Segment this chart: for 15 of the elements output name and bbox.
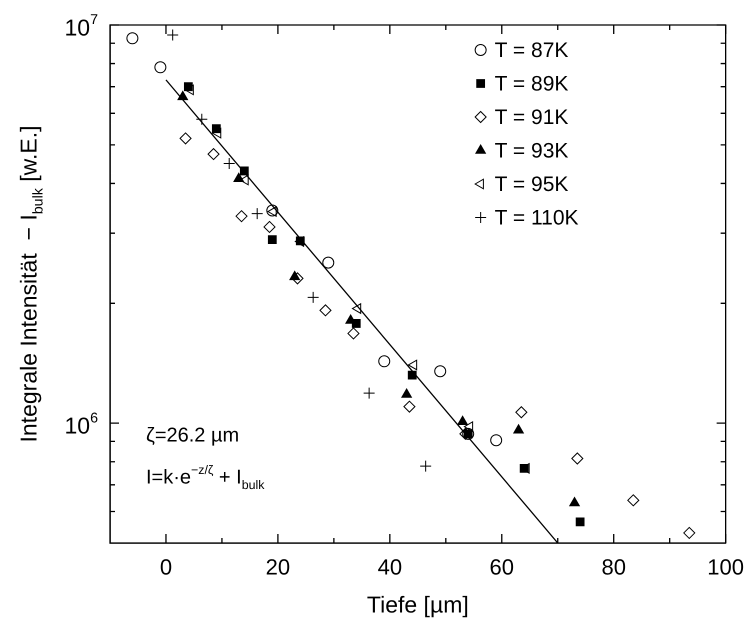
x-axis-title: Tiefe [µm] bbox=[366, 592, 469, 618]
x-tick-label: 100 bbox=[707, 554, 744, 580]
annotation: ζ=26.2 µm bbox=[146, 424, 240, 447]
legend-label: T = 95K bbox=[494, 172, 568, 196]
legend-label: T = 93K bbox=[494, 139, 568, 162]
x-tick-label: 60 bbox=[490, 554, 514, 580]
legend-label: T = 110K bbox=[494, 206, 579, 230]
x-tick-label: 0 bbox=[160, 554, 172, 580]
legend-label: T = 87K bbox=[494, 38, 568, 62]
legend-label: T = 89K bbox=[494, 72, 568, 96]
x-tick-label: 40 bbox=[378, 554, 402, 580]
y-axis-title: Integrale Intensität − Ibulk [w.E.] bbox=[15, 125, 47, 442]
x-tick-label: 80 bbox=[601, 554, 626, 580]
x-tick-label: 20 bbox=[266, 554, 290, 580]
legend-label: T = 91K bbox=[494, 106, 568, 129]
